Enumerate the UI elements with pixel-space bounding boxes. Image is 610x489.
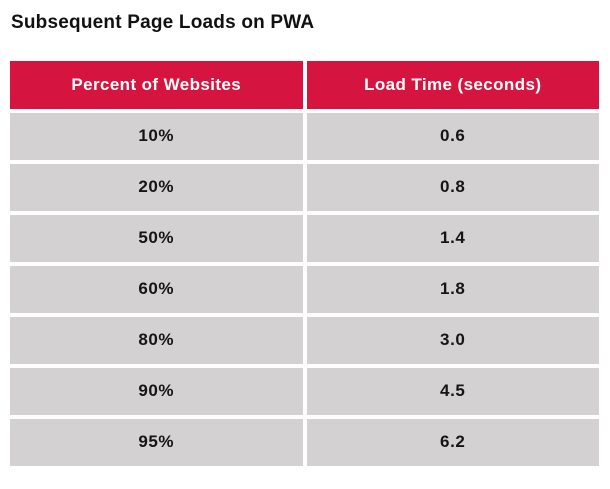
cell-percent: 80% — [10, 316, 303, 364]
table-row: 90% 4.5 — [10, 367, 599, 415]
cell-load-time: 1.8 — [306, 265, 599, 313]
table-row: 10% 0.6 — [10, 112, 599, 160]
cell-percent: 90% — [10, 367, 303, 415]
table-header-row: Percent of Websites Load Time (seconds) — [10, 60, 599, 109]
table-row: 60% 1.8 — [10, 265, 599, 313]
cell-percent: 60% — [10, 265, 303, 313]
cell-load-time: 0.6 — [306, 112, 599, 160]
table-row: 95% 6.2 — [10, 418, 599, 466]
column-header-load-time: Load Time (seconds) — [306, 60, 599, 109]
table-body: 10% 0.6 20% 0.8 50% 1.4 60% 1.8 80% 3.0 … — [10, 112, 599, 466]
column-header-percent: Percent of Websites — [10, 60, 303, 109]
cell-percent: 10% — [10, 112, 303, 160]
data-table: Percent of Websites Load Time (seconds) … — [6, 57, 603, 470]
table-row: 20% 0.8 — [10, 163, 599, 211]
cell-load-time: 0.8 — [306, 163, 599, 211]
cell-load-time: 6.2 — [306, 418, 599, 466]
table-row: 80% 3.0 — [10, 316, 599, 364]
page-container: Subsequent Page Loads on PWA Percent of … — [6, 12, 603, 470]
table-header: Percent of Websites Load Time (seconds) — [10, 60, 599, 109]
page-title: Subsequent Page Loads on PWA — [11, 12, 315, 33]
table-row: 50% 1.4 — [10, 214, 599, 262]
cell-load-time: 1.4 — [306, 214, 599, 262]
cell-percent: 50% — [10, 214, 303, 262]
cell-load-time: 3.0 — [306, 316, 599, 364]
cell-percent: 95% — [10, 418, 303, 466]
cell-load-time: 4.5 — [306, 367, 599, 415]
cell-percent: 20% — [10, 163, 303, 211]
